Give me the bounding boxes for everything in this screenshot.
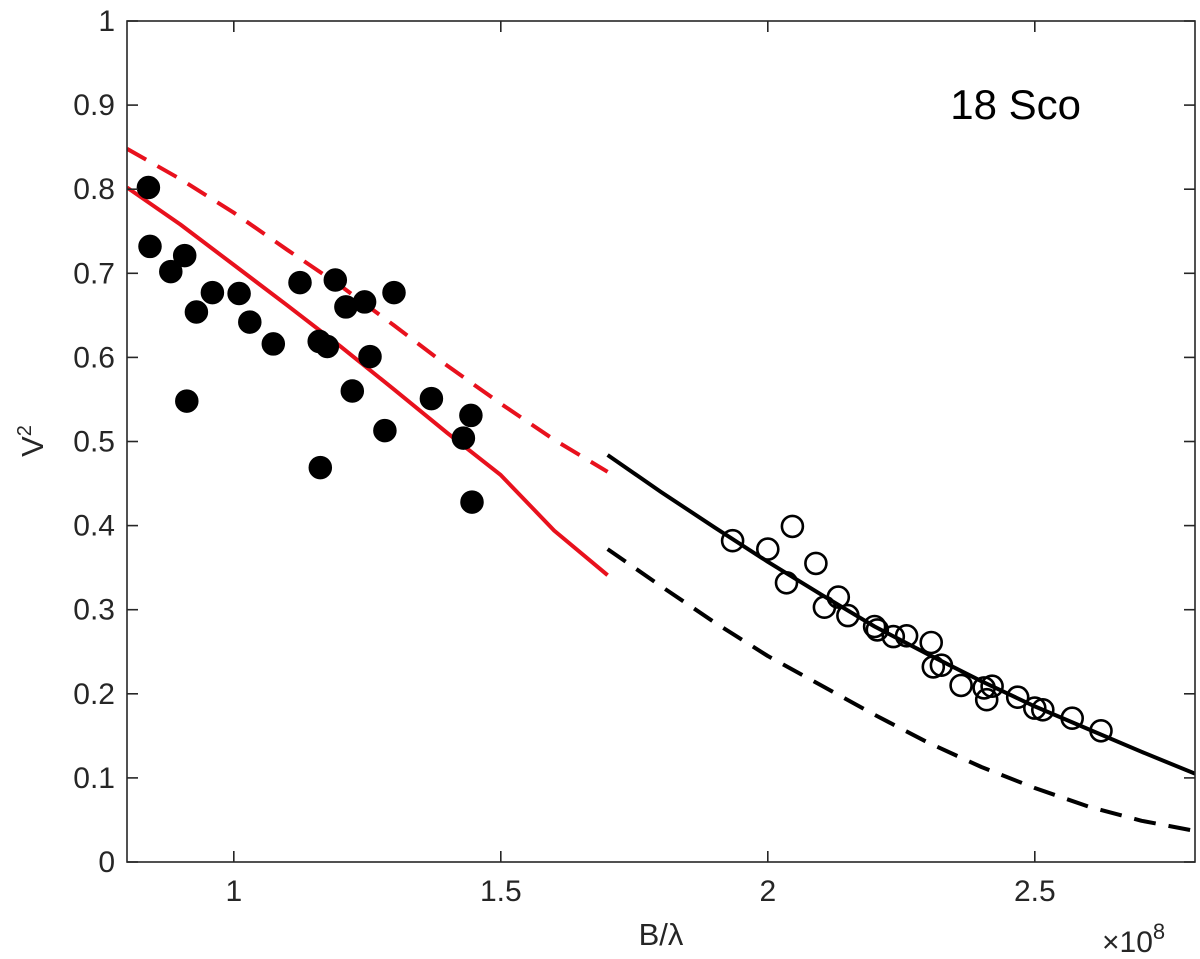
open-data-point [881, 624, 906, 649]
open-data-point [804, 551, 828, 576]
open-data-point [1089, 718, 1113, 743]
open-data-point [1060, 706, 1084, 731]
open-data-point [919, 630, 944, 655]
filled-data-point [288, 270, 312, 295]
y-tick-label: 0.5 [73, 426, 115, 459]
x-tick-label: 1 [225, 875, 242, 908]
axes: 1 1.5 2 2.5 0 0.1 0.2 0.3 0.4 0.5 0.6 0.7 0.8 0.9 1 [73, 5, 1196, 908]
y-tick-label: 0.4 [73, 510, 115, 543]
filled-data-point [138, 234, 162, 259]
filled-data-point [419, 386, 444, 411]
filled-data-point [373, 418, 397, 443]
y-tick-label: 0.2 [73, 678, 115, 711]
open-data-point [755, 537, 780, 561]
x-axis-multiplier-base: ×10 [1102, 926, 1153, 959]
y-tick-label: 1 [98, 5, 115, 38]
x-axis-multiplier-exp: 8 [1153, 919, 1165, 944]
filled-data-point [227, 281, 251, 306]
filled-data-point [261, 332, 286, 356]
open-data-point [826, 585, 851, 609]
y-tick-label: 0.8 [73, 173, 115, 206]
y-tick-label: 0.1 [73, 762, 115, 795]
open-data-point [862, 614, 887, 639]
y-axis-label: V2 [14, 425, 50, 457]
y-tick-label: 0.7 [73, 257, 115, 290]
open-data-point [836, 603, 860, 628]
open-data-point [974, 687, 999, 712]
open-data-point [929, 653, 954, 678]
filled-data-point [184, 300, 209, 324]
x-tick-label: 2 [759, 875, 776, 908]
y-tick-label: 0.6 [73, 341, 115, 374]
filled-data-point [200, 280, 225, 305]
filled-data-point [323, 268, 348, 292]
filled-data-point [308, 455, 333, 480]
filled-data-point [159, 259, 183, 284]
open-data-point [894, 623, 919, 648]
x-axis-multiplier: ×108 [1102, 919, 1165, 959]
filled-data-point [136, 175, 161, 200]
open-data-point [1023, 696, 1047, 720]
fit-curves [127, 147, 1195, 833]
fit-curve-dashed-5 [606, 547, 1195, 833]
star-annotation: 18 Sco [950, 81, 1081, 128]
x-tick-label: 1.5 [480, 875, 522, 908]
open-data-point [780, 514, 805, 539]
open-data-point [972, 676, 996, 700]
filled-data-point [382, 280, 406, 305]
open-data-point [1005, 685, 1030, 710]
x-axis-label: B/λ [639, 917, 684, 952]
filled-data-point [459, 403, 483, 428]
y-axis-label-base: V [15, 436, 50, 457]
open-data-point [720, 528, 745, 553]
open-data-point [812, 595, 837, 620]
fit-curve-solid-4 [606, 453, 1195, 776]
filled-data-point [238, 310, 262, 334]
open-data-point [1031, 697, 1055, 722]
fit-curve-solid-2 [127, 185, 609, 577]
x-tick-label: 2.5 [1014, 875, 1056, 908]
filled-data-point [451, 426, 476, 450]
data-markers [136, 175, 1113, 743]
y-tick-label: 0 [98, 846, 115, 879]
filled-data-point [352, 290, 377, 314]
y-tick-label: 0.9 [73, 89, 115, 122]
filled-data-point [460, 490, 484, 514]
open-data-point [949, 673, 973, 698]
filled-data-point [340, 379, 365, 403]
y-tick-label: 0.3 [73, 594, 115, 627]
filled-data-point [175, 389, 199, 413]
open-data-point [921, 655, 946, 679]
open-data-point [980, 674, 1004, 699]
plot-box [126, 20, 1196, 863]
y-axis-label-sup: 2 [14, 425, 36, 436]
filled-data-point [358, 344, 382, 369]
open-data-point [774, 570, 799, 595]
filled-data-point [172, 243, 197, 268]
open-data-point [865, 618, 890, 642]
filled-data-point [315, 334, 340, 359]
